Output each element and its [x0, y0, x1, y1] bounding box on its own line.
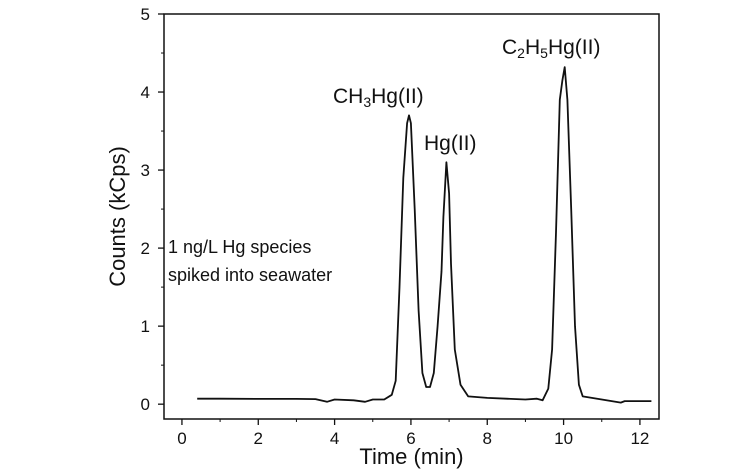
- note-line-1: 1 ng/L Hg species: [168, 237, 312, 257]
- y-tick-label: 1: [141, 317, 150, 336]
- plot-frame: [163, 13, 660, 420]
- sample-note: 1 ng/L Hg species spiked into seawater: [168, 233, 332, 289]
- y-tick-label: 4: [141, 83, 150, 102]
- annotation-c2h5hg: C2H5Hg(II): [502, 36, 601, 61]
- note-line-2: spiked into seawater: [168, 265, 333, 285]
- x-tick-label: 2: [254, 429, 263, 448]
- y-tick-label: 0: [141, 395, 150, 414]
- y-tick-label: 2: [141, 239, 150, 258]
- x-tick-label: 8: [483, 429, 492, 448]
- y-tick-label: 5: [141, 5, 150, 24]
- x-axis-title: Time (min): [359, 444, 463, 469]
- x-tick-label: 12: [630, 429, 649, 448]
- y-tick-label: 3: [141, 161, 150, 180]
- x-tick-label: 6: [406, 429, 415, 448]
- x-tick-label: 0: [177, 429, 186, 448]
- annotation-hg: Hg(II): [424, 132, 477, 155]
- y-axis-title: Counts (kCps): [105, 146, 130, 287]
- annotation-ch3hg: CH3Hg(II): [333, 85, 424, 110]
- chromatogram-line: [197, 66, 652, 404]
- x-tick-label: 4: [330, 429, 339, 448]
- x-tick-label: 10: [554, 429, 573, 448]
